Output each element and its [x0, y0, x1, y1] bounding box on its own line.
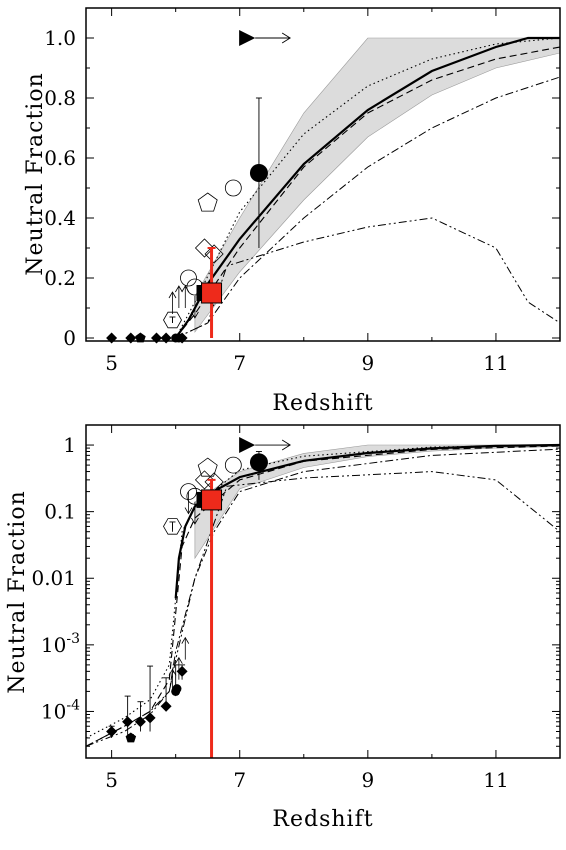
model-curve-dashed — [86, 446, 560, 746]
shaded-band-area — [195, 38, 560, 332]
x-tick-label: 7 — [233, 768, 246, 792]
marker-diamond — [122, 716, 133, 727]
marker-diamond — [125, 333, 136, 344]
plot-frame — [86, 425, 560, 758]
y-tick-label: 0.4 — [44, 206, 76, 230]
marker-triangle-right — [239, 30, 255, 46]
marker-diamond — [151, 333, 162, 344]
y-tick-label: 1.0 — [44, 26, 76, 50]
x-tick-label: 11 — [483, 768, 508, 792]
shaded-band — [195, 445, 560, 558]
y-tick-label: 0.2 — [44, 266, 76, 290]
highlight-square-marker — [202, 283, 222, 303]
marker-diamond — [161, 701, 172, 712]
x-tick-label: 7 — [233, 351, 246, 375]
marker-pentagon — [126, 733, 137, 743]
x-tick-label: 9 — [361, 768, 374, 792]
x-tick-label: 5 — [105, 768, 118, 792]
marker-diamond — [161, 333, 172, 344]
y-tick-label: 0.8 — [44, 86, 76, 110]
marker-diamond — [177, 666, 188, 677]
y-tick-label: 10-4 — [41, 697, 80, 723]
y-tick-label: 0.1 — [44, 500, 76, 524]
marker-filled-circle — [250, 453, 268, 471]
data-points — [106, 437, 290, 742]
model-curve-dashdot — [86, 449, 560, 746]
shaded-band — [195, 38, 560, 332]
y-tick-label: 0.01 — [31, 566, 76, 590]
y-tick-label: 0.6 — [44, 146, 76, 170]
model-curves — [86, 445, 560, 746]
model-curve-dashdotdot — [86, 472, 560, 747]
shaded-band-area — [195, 445, 560, 558]
model-curve-solid — [176, 445, 560, 598]
y-tick-label: 10-3 — [41, 631, 80, 657]
marker-open-pentagon — [198, 193, 217, 211]
x-tick-label: 5 — [105, 351, 118, 375]
marker-triangle-right — [239, 437, 255, 453]
marker-circle — [172, 684, 181, 693]
highlight-square-marker — [202, 490, 222, 510]
y-axis-label: Neutral Fraction — [23, 72, 48, 275]
x-tick-label: 9 — [361, 351, 374, 375]
y-tick-label: 0 — [63, 326, 76, 350]
marker-open-circle — [225, 180, 241, 196]
y-tick-label: 1 — [63, 433, 76, 457]
marker-open-circle — [225, 457, 241, 473]
x-axis-label: Redshift — [272, 391, 373, 416]
top-panel-linear: 5 7 9 11 0 0.2 0.4 0.6 0.8 1.0 Redshift Neutral F… — [23, 8, 560, 416]
marker-filled-circle — [250, 164, 268, 182]
marker-open-circle — [180, 270, 196, 286]
y-axis-label: Neutral Fraction — [5, 490, 30, 693]
x-axis-label: Redshift — [272, 807, 373, 832]
x-tick-label: 11 — [483, 351, 508, 375]
model-curve-dotted — [86, 445, 560, 738]
